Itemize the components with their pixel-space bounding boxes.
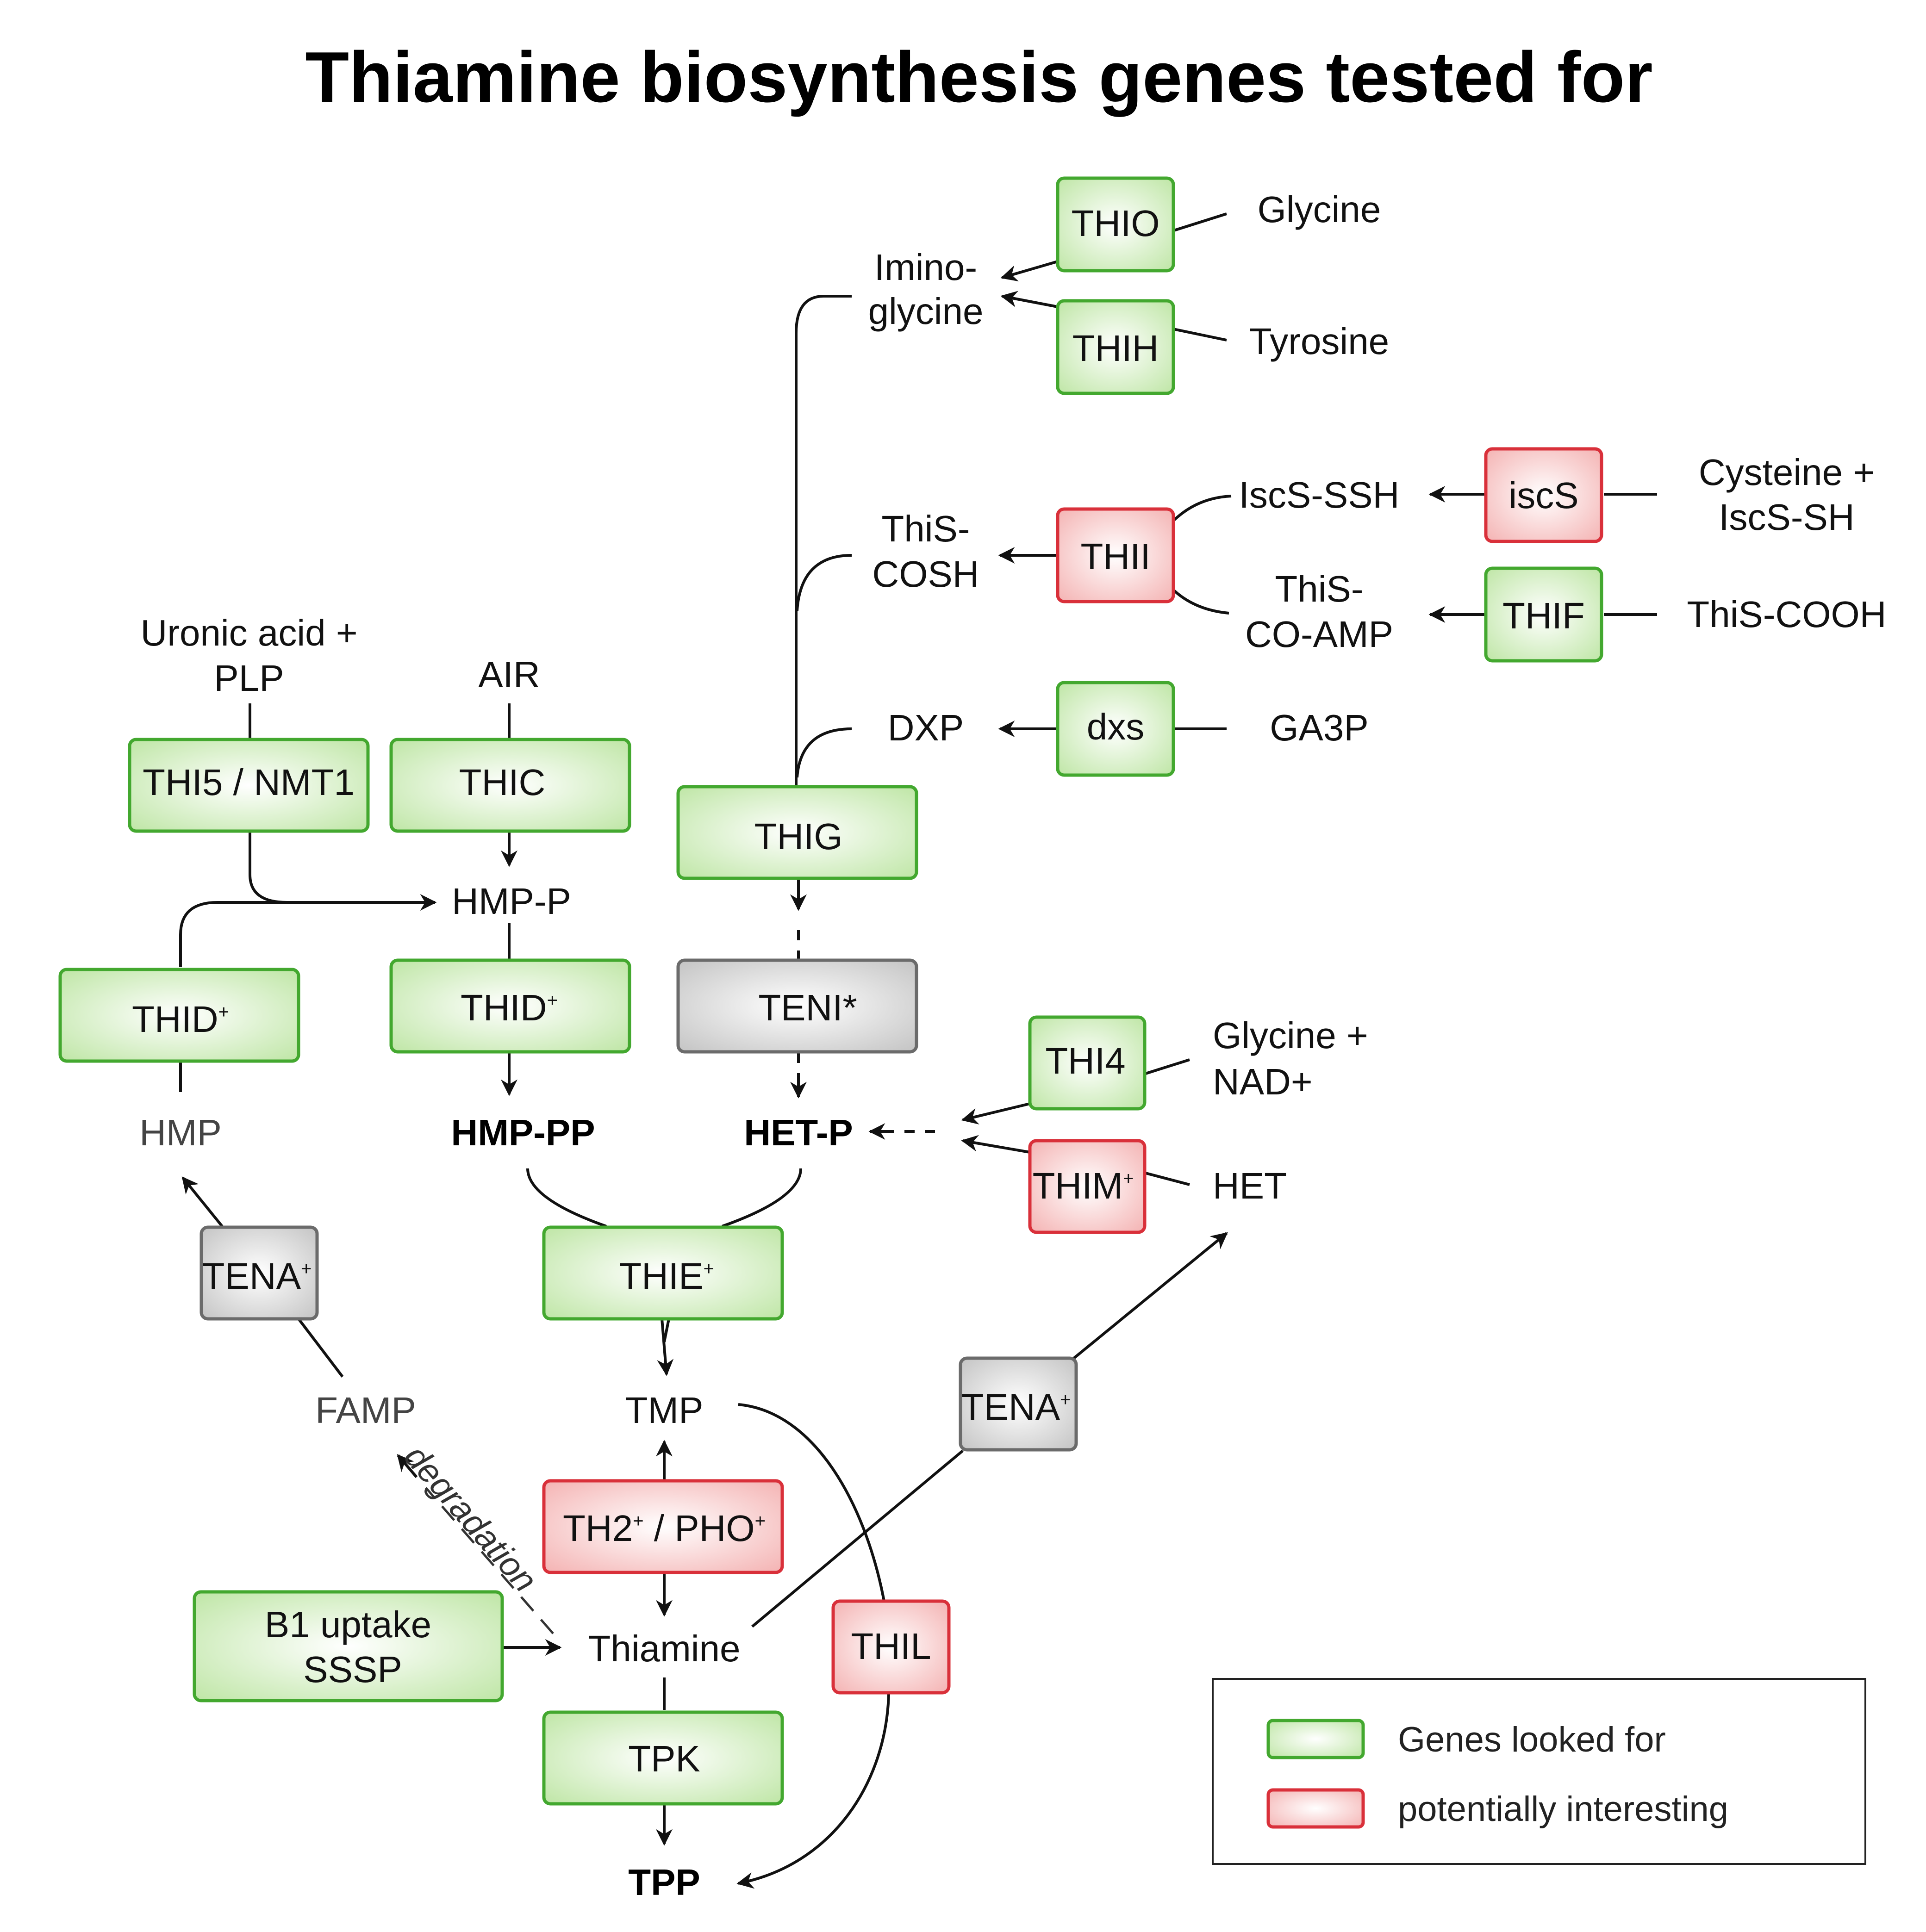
gene-thio-label: THIO [1071,203,1159,244]
metabolite-hmp: HMP [139,1112,222,1153]
gene-dxs-box: dxs [1056,681,1175,777]
gene-thie-box: THIE+ [542,1225,784,1321]
gene-thid-left-box: THID+ [58,968,300,1063]
metabolite-tpp: TPP [628,1862,700,1903]
gene-thid-mid-box: THID+ [389,958,631,1054]
gene-thic-label: THIC [459,762,546,803]
gene-thih-label: THIH [1072,328,1159,369]
gene-iscs-box: iscS [1484,447,1603,543]
gene-b1-uptake-line2: SSSP [303,1649,402,1690]
metabolite-glycine-nad-line1: Glycine + [1213,1015,1368,1056]
gene-teni-label: TENI* [758,987,857,1028]
page-title: Thiamine biosynthesis genes tested for [305,37,1652,117]
metabolite-cysteine-line1: Cysteine + [1699,452,1875,493]
metabolite-this-cosh-line1: ThiS- [881,508,970,549]
metabolite-het: HET [1213,1165,1287,1206]
gene-thid-left-label: THID+ [132,999,229,1040]
legend-red-label: potentially interesting [1398,1789,1728,1829]
gene-th2-pho-box: TH2+ / PHO+ [542,1479,784,1574]
metabolite-air: AIR [478,654,540,695]
gene-b1-uptake-line1: B1 uptake [265,1604,431,1645]
metabolite-uronic-line1: Uronic acid + [140,612,357,653]
gene-thi4-box: THI4 [1028,1015,1147,1111]
metabolite-tyrosine: Tyrosine [1249,321,1389,362]
gene-tpk-box: TPK [542,1710,784,1806]
gene-thim-label: THIM+ [1033,1165,1134,1206]
gene-dxs-label: dxs [1087,706,1145,747]
gene-b1-uptake-box: B1 uptake SSSP [193,1590,504,1702]
gene-thil-box: THIL [831,1599,951,1695]
legend: Genes looked for potentially interesting [1212,1678,1866,1865]
gene-thif-label: THIF [1502,595,1585,636]
gene-tena-left-label: TENA+ [202,1255,312,1297]
gene-teni-box: TENI* [676,958,918,1054]
metabolite-het-p: HET-P [744,1112,853,1153]
legend-red-swatch [1266,1788,1365,1829]
gene-tena-left-box: TENA+ [199,1225,319,1321]
metabolite-tmp: TMP [625,1390,704,1431]
gene-thi4-label: THI4 [1045,1040,1125,1081]
connector-lines [179,212,1657,1889]
metabolite-iminoglycine-line2: glycine [868,291,983,332]
gene-thif-box: THIF [1484,566,1603,663]
metabolite-glycine: Glycine [1258,189,1381,230]
metabolite-this-coamp-line1: ThiS- [1275,568,1363,609]
metabolite-cysteine-line2: IscS-SH [1719,497,1854,538]
gene-thid-mid-label: THID+ [461,987,558,1028]
metabolite-uronic-line2: PLP [214,658,284,699]
gene-tpk-label: TPK [628,1738,700,1779]
metabolite-famp: FAMP [315,1390,416,1431]
gene-thio-box: THIO [1056,176,1175,273]
gene-thi5-nmt1-box: THI5 / NMT1 [128,738,370,833]
gene-thic-box: THIC [389,738,631,833]
gene-thii-label: THII [1080,536,1150,577]
legend-green-swatch [1266,1719,1365,1759]
gene-iscs-label: iscS [1508,475,1578,516]
metabolite-dxp: DXP [888,707,964,748]
metabolite-this-cooh: ThiS-COOH [1687,594,1886,635]
legend-frame [1212,1678,1866,1865]
metabolite-iminoglycine-line1: Imino- [874,247,977,288]
degradation-annotation: degradation [397,1437,545,1599]
metabolite-ga3p: GA3P [1270,707,1368,748]
legend-green-label: Genes looked for [1398,1720,1666,1759]
metabolite-hmp-pp: HMP-PP [451,1112,595,1153]
metabolite-this-cosh-line2: COSH [872,553,979,595]
gene-thil-label: THIL [851,1626,931,1667]
gene-tena-right-box: TENA+ [959,1356,1078,1452]
gene-thim-box: THIM+ [1028,1139,1147,1234]
metabolite-glycine-nad-line2: NAD+ [1213,1061,1313,1102]
gene-thie-label: THIE+ [619,1255,714,1297]
gene-thig-box: THIG [676,785,918,880]
metabolite-this-coamp-line2: CO-AMP [1245,614,1393,655]
metabolite-iscs-ssh: IscS-SSH [1239,474,1400,516]
metabolite-hmp-p: HMP-P [452,881,571,922]
gene-th2-pho-label: TH2+ / PHO+ [563,1508,766,1549]
gene-tena-right-label: TENA+ [961,1386,1071,1428]
gene-thih-box: THIH [1056,299,1175,395]
gene-thig-label: THIG [754,816,842,857]
gene-thii-box: THII [1056,507,1175,603]
metabolite-thiamine: Thiamine [588,1628,740,1669]
gene-thi5-nmt1-label: THI5 / NMT1 [143,762,355,803]
